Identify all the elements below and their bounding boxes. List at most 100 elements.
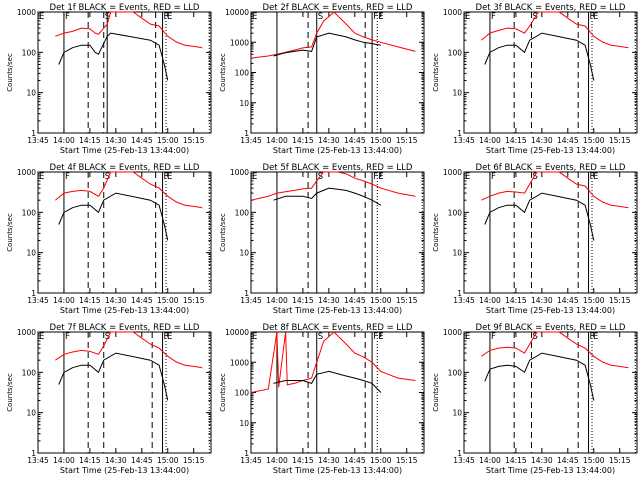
det2-series-events-line bbox=[273, 32, 381, 57]
det7-series-lld-line bbox=[55, 331, 203, 369]
det9-ytick-label: 10 bbox=[452, 409, 462, 418]
det8-ytick-label: 10 bbox=[239, 419, 249, 428]
det7-xtick-label: 14:30 bbox=[105, 456, 127, 465]
det9-series-lld-line bbox=[481, 331, 629, 369]
det9-marker-label: F bbox=[590, 332, 595, 342]
det6-xlabel: Start Time (25-Feb-13 13:44:00) bbox=[486, 306, 615, 315]
det4-xtick-label: 14:30 bbox=[105, 296, 127, 305]
det8-title: Det 8f BLACK = Events, RED = LLD bbox=[263, 323, 413, 333]
det1-series-events-line bbox=[58, 32, 169, 81]
det7-xtick-label: 15:15 bbox=[183, 456, 205, 465]
det9-xtick-label: 14:15 bbox=[505, 456, 527, 465]
det8-xtick-label: 14:30 bbox=[318, 456, 340, 465]
det1-xtick-label: 14:00 bbox=[53, 136, 75, 145]
det1-xtick-label: 13:45 bbox=[27, 136, 49, 145]
det2-ytick-label: 100 bbox=[235, 69, 250, 78]
det3-marker-label: E bbox=[465, 12, 470, 22]
det3-marker-label: F bbox=[491, 12, 496, 22]
det4-panel: Det 4f BLACK = Events, RED = LLD Counts/s… bbox=[6, 163, 212, 315]
det4-xtick-label: 15:00 bbox=[157, 296, 179, 305]
det6-ytick-label: 100 bbox=[448, 208, 463, 217]
det6-xtick-label: 14:45 bbox=[557, 296, 579, 305]
det3-series-events-line bbox=[484, 32, 595, 81]
det2-ytick-label: 10000 bbox=[225, 8, 249, 17]
det2-xtick-label: 13:45 bbox=[240, 136, 262, 145]
det3-xtick-label: 15:15 bbox=[609, 136, 631, 145]
det3-panel: Det 3f BLACK = Events, RED = LLD Counts/s… bbox=[432, 3, 638, 155]
det9-title: Det 9f BLACK = Events, RED = LLD bbox=[476, 323, 626, 333]
det2-marker-label: E bbox=[378, 12, 383, 22]
det9-xtick-label: 15:15 bbox=[609, 456, 631, 465]
det5-panel: Det 5f BLACK = Events, RED = LLD Counts/s… bbox=[219, 163, 425, 315]
det8-marker-label: E bbox=[252, 332, 257, 342]
det5-series-events-line bbox=[273, 187, 382, 206]
det4-ytick-label: 100 bbox=[22, 208, 37, 217]
det9-marker-label: S bbox=[532, 332, 537, 342]
det3-xtick-label: 15:00 bbox=[583, 136, 605, 145]
det4-xtick-label: 14:00 bbox=[53, 296, 75, 305]
det5-series-lld-line bbox=[250, 171, 416, 201]
det5-ytick-label: 1000 bbox=[230, 168, 249, 177]
det6-xtick-label: 15:00 bbox=[583, 296, 605, 305]
det2-ytick-label: 1 bbox=[244, 129, 249, 138]
det4-series-lld-line bbox=[54, 171, 203, 209]
det8-xtick-label: 14:00 bbox=[266, 456, 288, 465]
det9-marker-label: F bbox=[491, 332, 496, 342]
det4-ytick-label: 1000 bbox=[17, 168, 36, 177]
det7-ytick-label: 10 bbox=[26, 409, 36, 418]
det1-marker-label: F bbox=[65, 12, 70, 22]
det6-marker-label: F bbox=[590, 172, 595, 182]
det7-xtick-label: 14:15 bbox=[79, 456, 101, 465]
det6-marker-label: S bbox=[532, 172, 537, 182]
det7-panel: Det 7f BLACK = Events, RED = LLD Counts/s… bbox=[6, 323, 212, 475]
det7-ytick-label: 100 bbox=[22, 368, 37, 377]
det4-marker-label: E bbox=[39, 172, 44, 182]
det5-xlabel: Start Time (25-Feb-13 13:44:00) bbox=[273, 306, 402, 315]
det9-ytick-label: 1000 bbox=[443, 328, 462, 337]
det8-ytick-label: 10000 bbox=[225, 328, 249, 337]
det2-title: Det 2f BLACK = Events, RED = LLD bbox=[263, 3, 413, 13]
det6-ylabel: Counts/sec bbox=[432, 213, 440, 252]
det1-marker-label: F bbox=[164, 12, 169, 22]
det6-xtick-label: 14:15 bbox=[505, 296, 527, 305]
det5-marker-label: E bbox=[252, 172, 257, 182]
det2-xlabel: Start Time (25-Feb-13 13:44:00) bbox=[273, 146, 402, 155]
det7-marker-label: E bbox=[39, 332, 44, 342]
det5-marker-label: E bbox=[378, 172, 383, 182]
det5-marker-label: S bbox=[318, 172, 323, 182]
det6-marker-label: E bbox=[593, 172, 598, 182]
det6-xtick-label: 14:30 bbox=[531, 296, 553, 305]
det8-ytick-label: 100 bbox=[235, 389, 250, 398]
det1-xtick-label: 14:15 bbox=[79, 136, 101, 145]
det9-ylabel: Counts/sec bbox=[432, 373, 440, 412]
det3-xtick-label: 14:15 bbox=[505, 136, 527, 145]
det6-series-lld-line bbox=[481, 171, 629, 209]
det4-xtick-label: 14:45 bbox=[131, 296, 153, 305]
det8-marker-label: S bbox=[318, 332, 323, 342]
det2-marker-label: E bbox=[252, 12, 257, 22]
det1-ylabel: Counts/sec bbox=[6, 53, 14, 92]
det7-ytick-label: 1000 bbox=[17, 328, 36, 337]
det2-xtick-label: 14:45 bbox=[344, 136, 366, 145]
det9-xtick-label: 14:30 bbox=[531, 456, 553, 465]
det9-marker-label: E bbox=[593, 332, 598, 342]
det2-panel: Det 2f BLACK = Events, RED = LLD Counts/s… bbox=[219, 3, 425, 155]
det5-title: Det 5f BLACK = Events, RED = LLD bbox=[263, 163, 413, 173]
det4-ytick-label: 1 bbox=[31, 289, 36, 298]
det6-series-events-line bbox=[484, 192, 595, 241]
det4-xtick-label: 13:45 bbox=[27, 296, 49, 305]
det2-series-lld-line bbox=[250, 11, 416, 59]
det1-ytick-label: 1 bbox=[31, 129, 36, 138]
det8-xtick-label: 14:45 bbox=[344, 456, 366, 465]
det1-marker-label: E bbox=[167, 12, 172, 22]
det3-xtick-label: 14:45 bbox=[557, 136, 579, 145]
det5-ytick-label: 10 bbox=[239, 249, 249, 258]
det8-ylabel: Counts/sec bbox=[219, 373, 227, 412]
det8-panel: Det 8f BLACK = Events, RED = LLD Counts/s… bbox=[219, 323, 425, 475]
det4-xlabel: Start Time (25-Feb-13 13:44:00) bbox=[60, 306, 189, 315]
det3-marker-label: F bbox=[590, 12, 595, 22]
det6-ytick-label: 1 bbox=[457, 289, 462, 298]
det1-title: Det 1f BLACK = Events, RED = LLD bbox=[50, 3, 200, 13]
det1-marker-label: E bbox=[39, 12, 44, 22]
